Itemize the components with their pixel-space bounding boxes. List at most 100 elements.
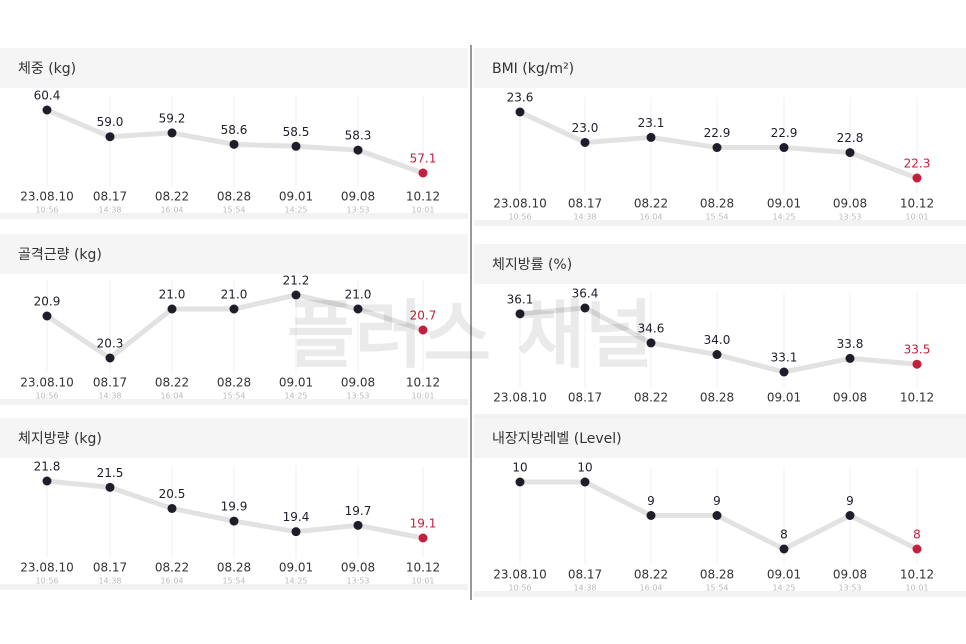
x-tick-label: 08.17 [93,190,127,204]
data-label: 59.2 [159,111,186,125]
x-time-label: 16:04 [160,577,183,586]
x-tick-label: 08.28 [700,197,734,211]
data-label: 21.0 [221,288,248,302]
chart-title: 골격근량 (kg) [18,247,102,263]
x-tick-label: 08.28 [217,561,251,575]
x-tick-label: 08.22 [634,391,668,405]
data-point [779,143,789,153]
footer-band [0,584,468,590]
x-time-label: 10:01 [905,584,928,593]
chart-title: 체지방률 (%) [492,257,572,273]
data-point [580,303,590,313]
x-tick-label: 09.01 [279,190,313,204]
data-point [580,477,590,487]
x-tick-label: 10.12 [900,568,934,582]
data-label: 21.0 [345,288,372,302]
x-tick-label: 08.28 [700,568,734,582]
data-label: 33.1 [771,351,798,365]
x-tick-label: 09.08 [341,561,375,575]
data-point [646,511,656,520]
data-point [515,477,525,487]
x-time-label: 13:53 [838,213,861,222]
x-time-label: 13:53 [346,392,369,401]
x-time-label: 10:01 [411,392,434,401]
charts: 체중 (kg) 23.08.10 10:56 08.17 14:38 08.22 16:04… [0,48,966,597]
data-point [291,290,301,300]
data-point [291,141,301,151]
x-time-label: 10:56 [35,206,58,215]
footer-band [0,213,468,219]
x-time-label: 16:04 [160,206,183,215]
footer-band [0,399,468,405]
x-tick-label: 09.01 [279,561,313,575]
watermark: 플러스 채널 [287,293,653,379]
data-label: 22.3 [904,157,931,171]
x-tick-label: 09.01 [279,376,313,390]
x-tick-label: 08.17 [568,391,602,405]
x-tick-label: 23.08.10 [493,197,546,211]
data-label: 58.5 [283,125,310,139]
header-band [0,234,468,274]
x-time-label: 14:25 [284,577,307,586]
data-label: 19.1 [410,517,437,531]
footer-band [474,220,966,226]
x-tick-label: 09.08 [833,197,867,211]
data-point [167,128,177,138]
data-label: 23.6 [507,91,534,105]
x-tick-label: 09.08 [341,190,375,204]
data-label: 23.1 [638,116,665,130]
data-label: 22.9 [771,126,798,140]
data-point [712,511,722,520]
x-tick-label: 09.01 [767,568,801,582]
data-label: 21.8 [34,460,61,474]
x-tick-label: 23.08.10 [493,568,546,582]
x-tick-label: 23.08.10 [20,376,73,390]
data-point [779,367,789,377]
x-time-label: 10:01 [411,577,434,586]
x-tick-label: 08.17 [568,197,602,211]
data-label: 21.5 [97,466,124,480]
x-tick-label: 08.22 [155,376,189,390]
data-label: 9 [647,494,655,508]
x-time-label: 14:38 [573,584,596,593]
data-label: 22.9 [704,126,731,140]
data-label: 33.5 [904,343,931,357]
data-label: 20.7 [410,309,437,323]
data-label: 8 [780,528,788,542]
x-tick-label: 08.17 [568,568,602,582]
chart-title: 체지방량 (kg) [18,431,102,447]
x-time-label: 16:04 [639,584,662,593]
x-tick-label: 08.28 [217,376,251,390]
x-time-label: 14:38 [98,577,121,586]
data-point [42,311,52,321]
data-point [646,338,656,348]
data-label: 10 [577,461,592,475]
data-label: 10 [512,461,527,475]
data-point [42,105,52,115]
x-time-label: 16:04 [639,213,662,222]
data-point [845,148,855,158]
data-point [580,137,590,147]
x-time-label: 15:54 [705,213,728,222]
data-label: 34.0 [704,333,731,347]
x-tick-label: 09.08 [341,376,375,390]
data-label: 22.8 [837,131,864,145]
x-time-label: 10:56 [508,213,531,222]
x-tick-label: 08.28 [217,190,251,204]
x-tick-label: 09.08 [833,568,867,582]
x-tick-label: 10.12 [900,197,934,211]
x-tick-label: 09.01 [767,197,801,211]
data-label: 9 [846,494,854,508]
x-tick-label: 23.08.10 [493,391,546,405]
data-point [912,359,922,369]
header-band [474,48,966,88]
x-tick-label: 08.22 [155,561,189,575]
x-time-label: 15:54 [222,206,245,215]
x-tick-label: 09.08 [833,391,867,405]
x-time-label: 14:38 [573,213,596,222]
x-tick-label: 23.08.10 [20,561,73,575]
data-label: 23.0 [572,121,599,135]
x-time-label: 13:53 [346,206,369,215]
data-label: 34.6 [638,321,665,335]
